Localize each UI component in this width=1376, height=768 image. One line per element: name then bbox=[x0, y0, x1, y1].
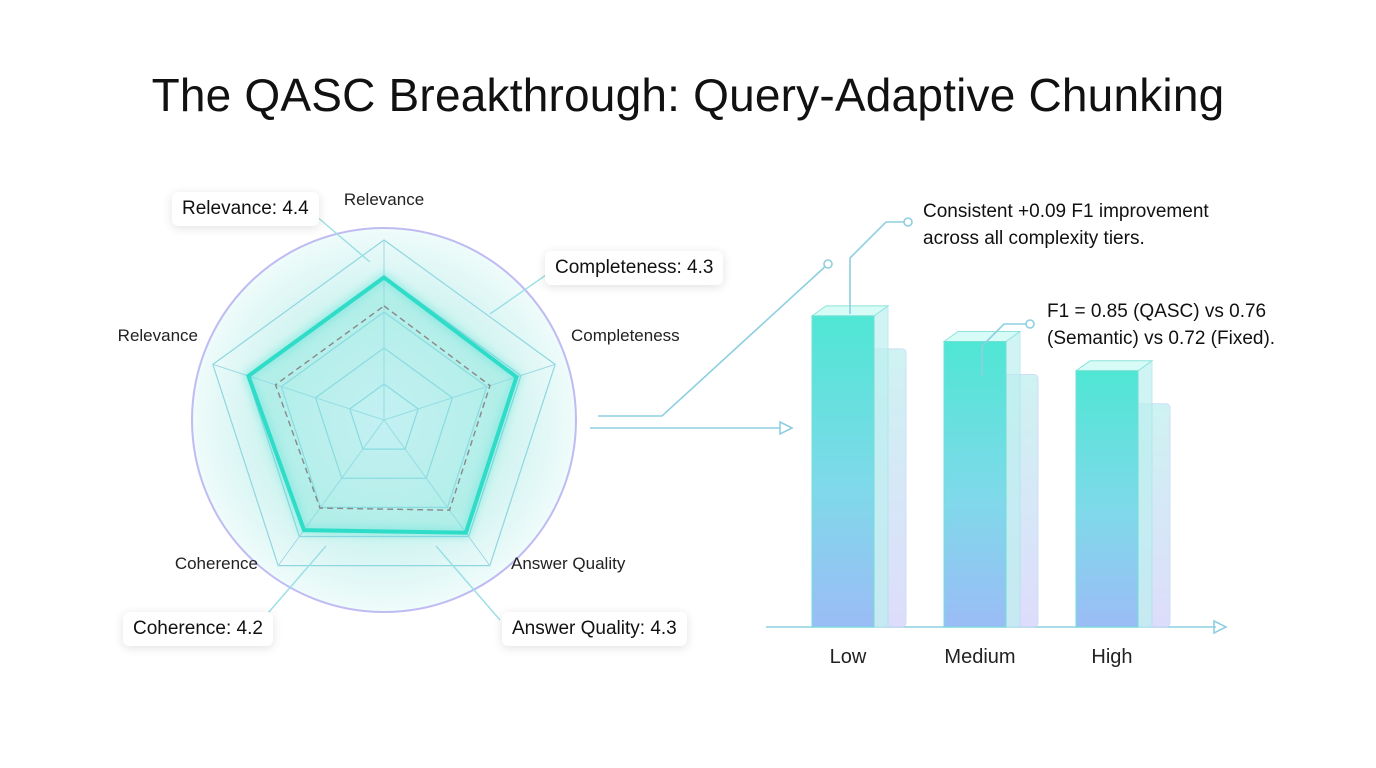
chart-title: The QASC Breakthrough: Query-Adaptive Ch… bbox=[151, 69, 1225, 121]
connector-diagonal-line bbox=[598, 263, 829, 417]
annotation-leader-2 bbox=[981, 323, 1026, 376]
radar-axis-label-bottom-right: Answer Quality bbox=[511, 554, 626, 573]
bar-series-1-medium bbox=[943, 341, 1007, 628]
radar-reference-polygon bbox=[274, 305, 491, 511]
bar-series-1-high bbox=[1075, 370, 1139, 628]
bar-x-axis-arrow bbox=[1213, 619, 1228, 635]
annotation-dot-2 bbox=[1025, 319, 1035, 329]
bar-category-medium: Medium bbox=[944, 646, 1015, 668]
callout-line-relevance bbox=[308, 209, 371, 263]
bar-category-low: Low bbox=[830, 646, 867, 668]
radar-spoke bbox=[212, 363, 385, 421]
bar-series-1-top-medium bbox=[942, 331, 1022, 343]
radar-axis-label-top: Relevance bbox=[344, 190, 424, 209]
callout-answer-quality: Answer Quality: 4.3 bbox=[502, 612, 687, 646]
radar-grid-ring bbox=[212, 239, 556, 567]
bars bbox=[810, 304, 1171, 628]
radar-chart: Relevance Completeness Answer Quality Co… bbox=[118, 190, 680, 621]
bar-series-1-low bbox=[811, 315, 875, 628]
radar-spoke bbox=[383, 363, 556, 421]
radar-axis-label-right: Completeness bbox=[571, 326, 680, 345]
radar-spoke bbox=[277, 419, 385, 566]
bar-category-high: High bbox=[1091, 646, 1132, 668]
radar-axis-label-left: Relevance bbox=[118, 326, 198, 345]
connector-dot bbox=[823, 259, 833, 269]
radar-grid bbox=[212, 239, 556, 567]
radar-spoke bbox=[383, 419, 491, 566]
bar-chart: Low Medium High bbox=[766, 217, 1228, 668]
annotation-f1-comparison: F1 = 0.85 (QASC) vs 0.76 (Semantic) vs 0… bbox=[1047, 301, 1276, 349]
callout-relevance: Relevance: 4.4 bbox=[172, 192, 319, 226]
annotation-dot-1 bbox=[903, 217, 913, 227]
radar-score-polygon bbox=[246, 274, 519, 535]
radar-axis-label-bottom-left: Coherence bbox=[175, 554, 258, 573]
bar-series-1-side-low bbox=[873, 304, 889, 628]
callout-line-answer-quality bbox=[435, 545, 501, 621]
annotation-leader-1 bbox=[849, 221, 904, 314]
annotation-improvement: Consistent +0.09 F1 improvement across a… bbox=[923, 201, 1209, 249]
radar-grid-ring bbox=[314, 347, 454, 479]
callout-completeness: Completeness: 4.3 bbox=[545, 251, 724, 285]
bar-series-1-side-medium bbox=[1005, 330, 1021, 628]
connector-arrow-head bbox=[779, 420, 794, 436]
radar-grid-ring bbox=[280, 311, 488, 508]
bar-series-1-side-high bbox=[1137, 359, 1153, 628]
bar-series-1-top-high bbox=[1074, 360, 1154, 372]
callout-line-coherence bbox=[261, 545, 327, 621]
radar-grid-ring bbox=[349, 383, 419, 450]
callout-coherence: Coherence: 4.2 bbox=[123, 612, 273, 646]
connector bbox=[590, 259, 833, 436]
